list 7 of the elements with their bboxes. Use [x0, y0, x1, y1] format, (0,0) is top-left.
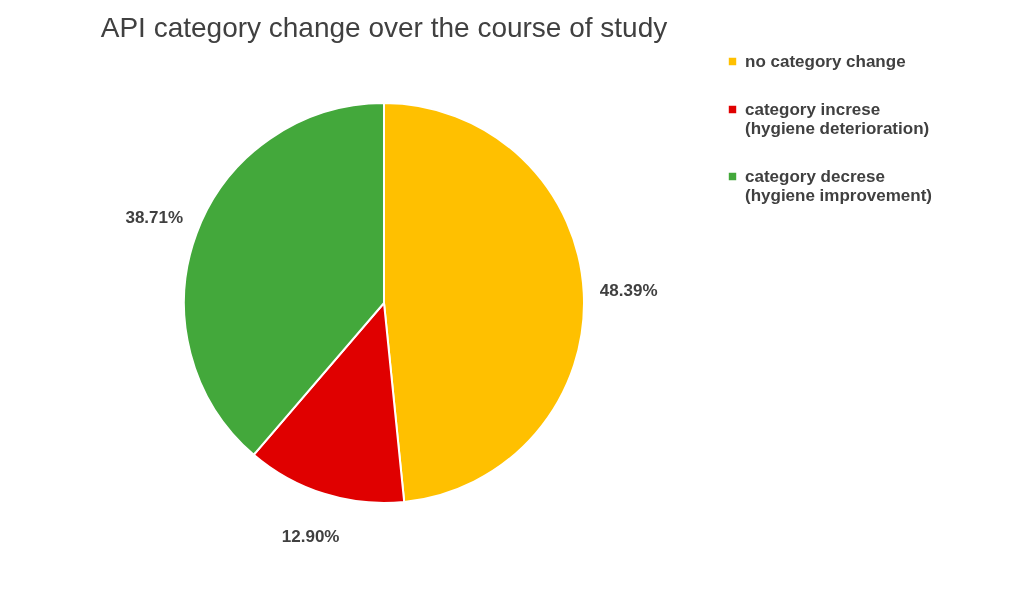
legend-label: no category change [745, 51, 906, 71]
data-label: 48.39% [599, 280, 658, 300]
data-label: 12.90% [281, 526, 340, 546]
chart-title: API category change over the course of study [100, 12, 668, 43]
data-label: 38.71% [125, 207, 184, 227]
legend-label: category increse (hygiene deterioration) [745, 99, 930, 138]
legend-label: category decrese (hygiene improvement) [745, 166, 933, 205]
